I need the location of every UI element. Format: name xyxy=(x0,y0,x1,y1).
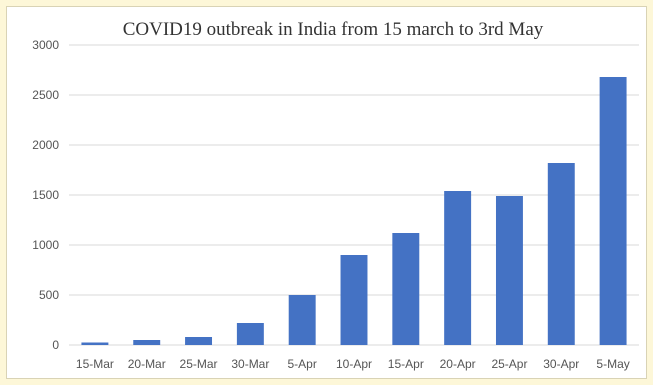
x-tick-label: 15-Mar xyxy=(76,357,114,371)
chart-title: COVID19 outbreak in India from 15 march … xyxy=(123,19,544,40)
bar-10-apr xyxy=(340,255,368,345)
bar-20-apr xyxy=(444,191,472,345)
bar-25-apr xyxy=(495,196,523,345)
y-tick-label: 0 xyxy=(52,338,59,352)
x-tick-label: 15-Apr xyxy=(388,357,424,371)
x-tick-label: 30-Apr xyxy=(543,357,579,371)
bar-5-may xyxy=(599,77,627,345)
x-tick-label: 5-Apr xyxy=(288,357,317,371)
x-tick-label: 20-Mar xyxy=(128,357,166,371)
x-tick-label: 20-Apr xyxy=(440,357,476,371)
bar-30-apr xyxy=(547,163,575,345)
y-tick-label: 2000 xyxy=(32,138,59,152)
y-tick-label: 500 xyxy=(39,288,59,302)
bar-5-apr xyxy=(288,295,316,345)
x-tick-label: 30-Mar xyxy=(231,357,269,371)
bar-chart: COVID19 outbreak in India from 15 march … xyxy=(32,19,639,371)
bar-25-mar xyxy=(185,337,213,345)
bar-15-mar xyxy=(81,342,109,345)
x-tick-label: 25-Mar xyxy=(180,357,218,371)
bar-20-mar xyxy=(133,340,161,345)
bar-15-apr xyxy=(392,233,420,345)
gridlines xyxy=(69,44,639,346)
x-tick-label: 25-Apr xyxy=(491,357,527,371)
y-tick-label: 2500 xyxy=(32,88,59,102)
x-axis-ticks: 15-Mar 20-Mar 25-Mar 30-Mar 5-Apr 10-Apr 15-Ap… xyxy=(76,357,630,371)
x-tick-label: 5-May xyxy=(596,357,629,371)
x-tick-label: 10-Apr xyxy=(336,357,372,371)
y-axis-ticks: 0 500 1000 1500 2000 2500 3000 xyxy=(32,38,59,352)
bar-30-mar xyxy=(236,323,264,345)
y-tick-label: 3000 xyxy=(32,38,59,52)
bars xyxy=(81,77,627,345)
y-tick-label: 1000 xyxy=(32,238,59,252)
y-tick-label: 1500 xyxy=(32,188,59,202)
chart-frame: COVID19 outbreak in India from 15 march … xyxy=(6,6,647,379)
